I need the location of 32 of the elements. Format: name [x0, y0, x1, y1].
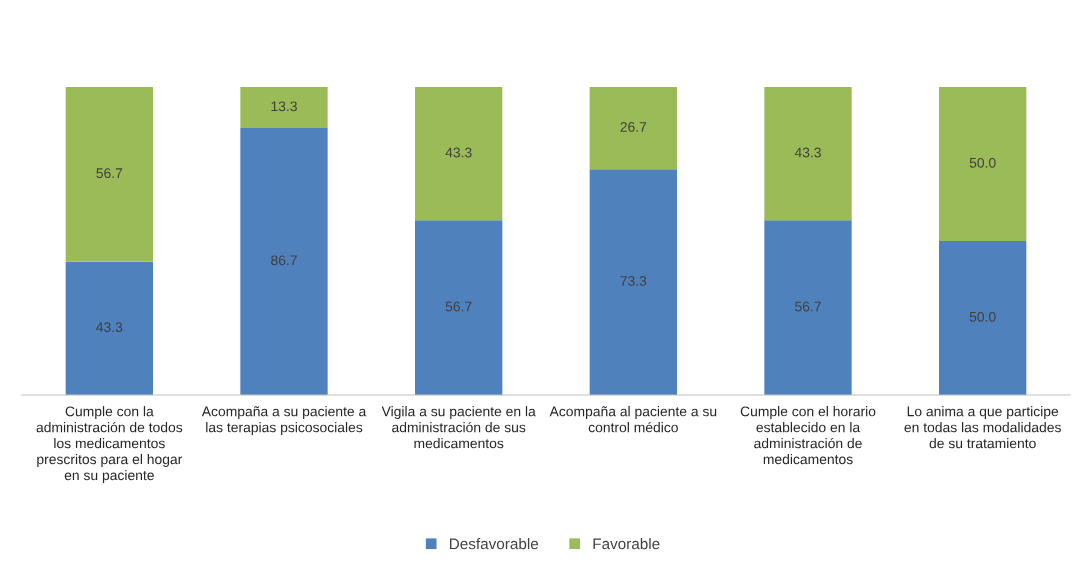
data-label: 43.3	[96, 322, 123, 333]
data-label: 50.0	[969, 157, 996, 168]
data-label: 43.3	[445, 147, 472, 158]
bar	[589, 87, 677, 170]
data-label: 73.3	[620, 276, 647, 286]
data-label: 56.7	[96, 168, 123, 179]
bar	[65, 87, 153, 262]
bar	[65, 261, 153, 395]
data-label: 86.7	[271, 255, 297, 266]
bar	[415, 87, 503, 221]
bar	[939, 87, 1027, 241]
bar	[764, 220, 852, 395]
bar	[415, 220, 503, 395]
legend-label: Desfavorable	[450, 538, 539, 550]
x-tick-label: Cumple con la administración de todos los medicamentos prescritos para el hogar en su paciente	[36, 406, 183, 483]
x-tick-label: Cumple con el horario establecido en la administración de medicamentos	[740, 406, 876, 465]
data-label: 13.3	[271, 101, 297, 112]
bar	[589, 169, 677, 395]
x-tick-label: Vigila a su paciente en la administración de sus medicamentos	[381, 406, 536, 449]
data-label: 26.7	[620, 122, 647, 132]
bar	[240, 87, 328, 128]
x-tick-label: Acompaña a su paciente a las terapias psicosociales	[201, 406, 367, 436]
x-tick-label: Acompaña al paciente a su control médico	[549, 406, 717, 433]
data-label: 56.7	[445, 301, 472, 312]
bar	[764, 87, 852, 221]
x-tick-label: Lo anima a que participe en todas las modalidades de su tratamiento	[904, 406, 1061, 449]
legend-label: Favorable	[593, 538, 660, 550]
data-label: 43.3	[794, 147, 821, 158]
data-label: 56.7	[795, 301, 821, 312]
bar	[939, 241, 1027, 395]
bar	[240, 127, 328, 395]
data-label: 50.0	[969, 311, 996, 322]
